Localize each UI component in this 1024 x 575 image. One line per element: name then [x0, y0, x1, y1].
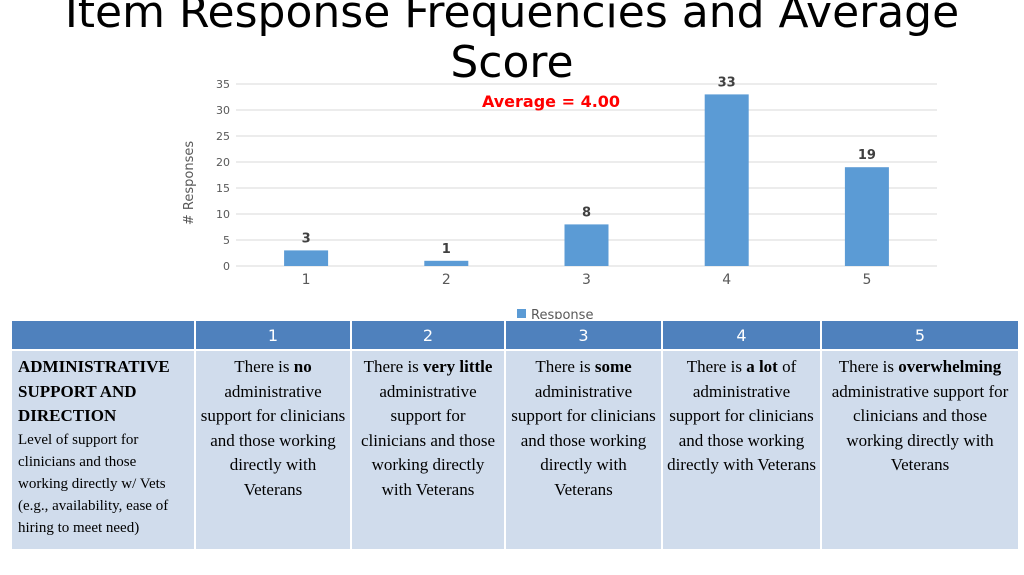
bar-1 — [284, 250, 329, 266]
chart-bars — [284, 94, 889, 267]
x-tick-label: 3 — [582, 272, 591, 288]
header-cell: 5 — [820, 319, 1020, 351]
scale-cell-1: There is no administrative support for c… — [194, 349, 352, 551]
scale-cell-3: There is some administrative support for… — [504, 349, 663, 551]
header-cell: 1 — [194, 319, 352, 351]
row-header-cell: ADMINISTRATIVE SUPPORT AND DIRECTION Lev… — [10, 349, 196, 551]
slide-title: Item Response Frequencies and Average Sc… — [64, 0, 960, 88]
x-tick-label: 1 — [302, 272, 311, 288]
legend-swatch — [517, 309, 526, 318]
y-tick-label: 10 — [216, 208, 230, 221]
y-tick-label: 5 — [223, 234, 230, 247]
legend-label: Response — [531, 308, 593, 320]
data-label: 33 — [718, 75, 736, 90]
x-tick-label: 5 — [862, 272, 871, 288]
table-row: ADMINISTRATIVE SUPPORT AND DIRECTION Lev… — [10, 349, 1020, 551]
bar-3 — [564, 224, 609, 266]
average-annotation: Average = 4.00 — [482, 92, 620, 111]
y-tick-label: 15 — [216, 182, 230, 195]
y-tick-label: 30 — [216, 104, 230, 117]
response-scale-table: 1 2 3 4 5 ADMINISTRATIVE SUPPORT AND DIR… — [10, 319, 1020, 551]
data-label: 1 — [442, 242, 451, 257]
y-tick-label: 25 — [216, 130, 230, 143]
table-header-row: 1 2 3 4 5 — [10, 319, 1020, 351]
row-title: ADMINISTRATIVE SUPPORT AND DIRECTION — [18, 357, 170, 425]
header-cell: 2 — [350, 319, 506, 351]
scale-cell-4: There is a lot of administrative support… — [661, 349, 822, 551]
bar-5 — [844, 167, 889, 266]
y-axis-ticks: 0 5 10 15 20 25 30 35 — [216, 78, 230, 273]
chart-legend: Response — [517, 308, 593, 320]
y-tick-label: 20 — [216, 156, 230, 169]
row-description: Level of support for clinicians and thos… — [18, 431, 169, 536]
data-label: 19 — [858, 148, 876, 163]
header-cell: 3 — [504, 319, 663, 351]
bar-2 — [424, 260, 469, 266]
x-tick-label: 4 — [722, 272, 731, 288]
x-tick-label: 2 — [442, 272, 451, 288]
bar-4 — [704, 94, 749, 267]
scale-cell-2: There is very little administrative supp… — [350, 349, 506, 551]
y-tick-label: 0 — [223, 260, 230, 273]
scale-cell-5: There is overwhelming administrative sup… — [820, 349, 1020, 551]
data-label: 3 — [302, 231, 311, 246]
y-axis-label: # Responses — [182, 141, 197, 225]
x-axis-ticks: 1 2 3 4 5 — [302, 272, 872, 288]
data-label: 8 — [582, 205, 591, 220]
y-tick-label: 35 — [216, 78, 230, 91]
header-cell — [10, 319, 196, 351]
header-cell: 4 — [661, 319, 822, 351]
chart-gridlines — [236, 83, 937, 267]
